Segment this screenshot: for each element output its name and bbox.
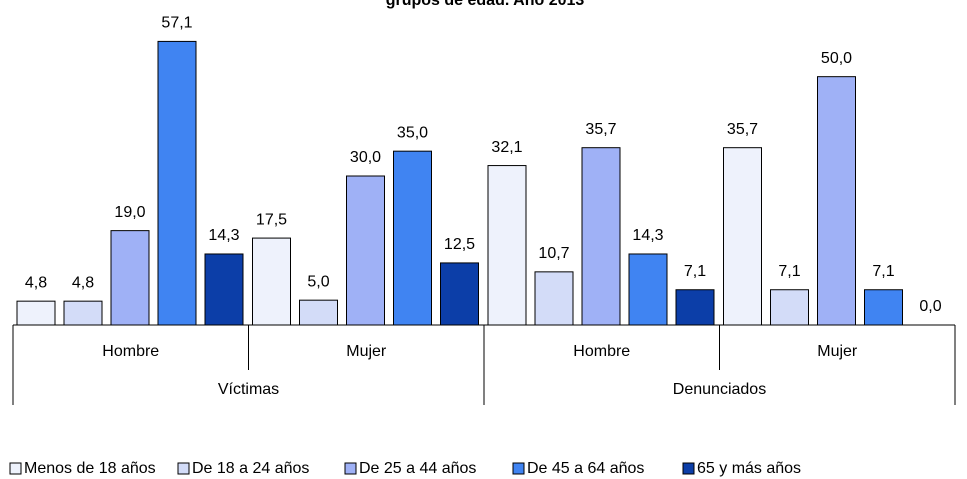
value-label: 7,1	[778, 263, 800, 280]
legend-label: De 18 a 24 años	[192, 460, 309, 477]
bar	[63, 300, 103, 326]
legend-swatch	[682, 462, 695, 475]
value-label: 32,1	[491, 139, 522, 156]
bar	[534, 271, 574, 326]
bar	[299, 299, 338, 326]
legend-label: De 45 a 64 años	[527, 460, 644, 477]
value-label: 12,5	[444, 236, 475, 253]
bar	[110, 230, 150, 326]
value-label: 7,1	[684, 263, 706, 280]
legend-swatch	[344, 462, 357, 475]
group-label: Denunciados	[673, 381, 766, 398]
value-label: 35,0	[397, 124, 428, 141]
value-label: 30,0	[350, 149, 381, 166]
bar	[16, 300, 56, 326]
value-label: 17,5	[256, 211, 287, 228]
bar	[864, 289, 903, 326]
bar	[487, 165, 527, 326]
bar	[723, 147, 762, 326]
group-label: Víctimas	[218, 381, 279, 398]
value-label: 50,0	[821, 50, 852, 67]
value-label: 10,7	[538, 245, 569, 262]
legend-swatch	[177, 462, 190, 475]
value-label: 19,0	[114, 204, 145, 221]
bar	[252, 237, 291, 326]
bar	[204, 253, 244, 326]
value-label: 57,1	[161, 15, 192, 32]
bar	[440, 262, 479, 326]
legend-label: Menos de 18 años	[24, 460, 156, 477]
bar	[393, 150, 432, 326]
value-label: 35,7	[727, 121, 758, 138]
value-label: 4,8	[72, 274, 94, 291]
value-label: 35,7	[585, 121, 616, 138]
x-tick-label: Mujer	[817, 343, 858, 360]
legend-swatch	[512, 462, 525, 475]
x-tick-label: Hombre	[102, 343, 159, 360]
bar	[581, 147, 621, 326]
value-label: 4,8	[25, 274, 47, 291]
legend-label: 65 y más años	[697, 460, 801, 477]
bar	[817, 76, 856, 326]
x-tick-label: Hombre	[573, 343, 630, 360]
legend-label: De 25 a 44 años	[359, 460, 476, 477]
x-tick-label: Mujer	[346, 343, 387, 360]
legend-swatch	[9, 462, 22, 475]
value-label: 7,1	[872, 263, 894, 280]
bar	[157, 40, 197, 326]
bar	[628, 253, 668, 326]
value-label: 14,3	[208, 227, 239, 244]
value-label: 0,0	[919, 298, 941, 315]
chart-title: grupos de edad. Año 2013	[386, 0, 585, 9]
value-label: 5,0	[307, 273, 329, 290]
bar	[770, 289, 809, 326]
bar	[675, 289, 715, 326]
bar	[346, 175, 385, 326]
value-label: 14,3	[632, 227, 663, 244]
